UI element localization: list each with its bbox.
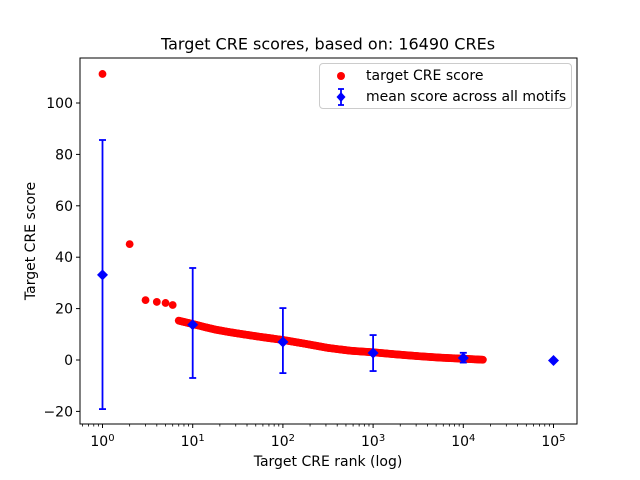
x-tick-label: 103 [361,433,385,450]
axes-frame [79,57,578,425]
y-tick-label: 20 [55,302,73,318]
target-score-point [141,296,150,305]
legend-entry-target-cre-score: target CRE score [320,66,565,86]
legend-label-target-cre-score: target CRE score [366,67,484,84]
y-axis-label: Target CRE score [23,181,39,301]
x-tick-label: 105 [541,433,565,450]
x-axis-label: Target CRE rank (log) [253,454,403,470]
legend-errorbar-diamond-marker-icon [336,87,346,106]
chart-title: Target CRE scores, based on: 16490 CREs [160,34,496,54]
mean-score-diamond [97,269,108,281]
mean-score-diamond [548,355,559,367]
y-tick-label: −20 [43,404,73,420]
y-tick-label: 80 [55,147,73,163]
legend-circle-marker-icon [337,71,345,80]
mean-score-diamond [367,347,379,359]
target-score-point [168,301,177,309]
target-score-point [152,298,161,306]
x-tick-label: 104 [451,433,475,450]
mean-score-diamond [277,336,289,348]
target-score-point [125,240,134,248]
mean-score-diamond [187,319,199,331]
target-score-point [161,299,170,307]
legend-entry-mean-score: mean score across all motifs [320,87,567,107]
x-tick-label: 102 [271,433,295,450]
y-tick-label: 100 [46,96,73,112]
legend: target CRE score mean score across all m… [319,63,572,109]
x-tick-label: 100 [90,433,114,450]
mean-score-diamond [457,352,469,364]
target-score-curve-point [478,355,487,364]
legend-label-mean-score: mean score across all motifs [366,88,567,105]
target-score-point [98,70,107,78]
y-tick-label: 0 [64,353,73,369]
y-tick-label: 40 [55,250,73,266]
x-tick-label: 101 [181,433,205,450]
y-tick-label: 60 [55,199,73,215]
